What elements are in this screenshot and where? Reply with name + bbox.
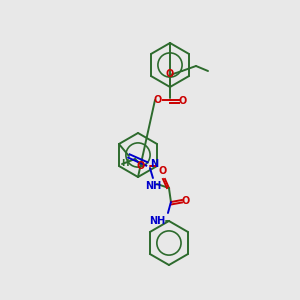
Text: O: O <box>137 161 145 171</box>
Text: NH: NH <box>149 216 165 226</box>
Text: H: H <box>121 159 129 168</box>
Text: O: O <box>159 166 167 176</box>
Text: N: N <box>150 159 158 169</box>
Text: O: O <box>154 95 162 105</box>
Text: NH: NH <box>145 181 161 191</box>
Text: O: O <box>182 196 190 206</box>
Text: O: O <box>179 96 187 106</box>
Text: O: O <box>166 69 174 79</box>
